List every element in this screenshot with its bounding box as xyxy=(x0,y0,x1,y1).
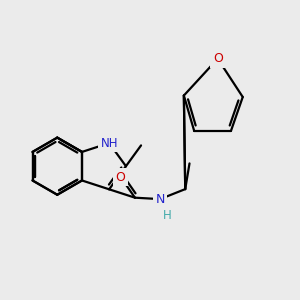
Text: N: N xyxy=(155,193,165,206)
Text: H: H xyxy=(163,209,172,222)
Text: O: O xyxy=(213,52,223,65)
Text: O: O xyxy=(116,171,126,184)
Text: NH: NH xyxy=(100,136,118,150)
